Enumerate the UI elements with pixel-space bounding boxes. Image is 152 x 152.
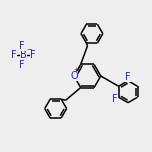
Text: F: F bbox=[112, 94, 118, 104]
Text: −: − bbox=[27, 47, 33, 53]
Text: O: O bbox=[70, 71, 78, 81]
Text: F: F bbox=[19, 60, 25, 70]
Text: +: + bbox=[74, 67, 79, 73]
Text: F: F bbox=[11, 50, 17, 60]
Text: B: B bbox=[20, 50, 27, 60]
Text: F: F bbox=[30, 50, 36, 60]
Text: F: F bbox=[125, 72, 131, 82]
Text: F: F bbox=[19, 41, 25, 51]
